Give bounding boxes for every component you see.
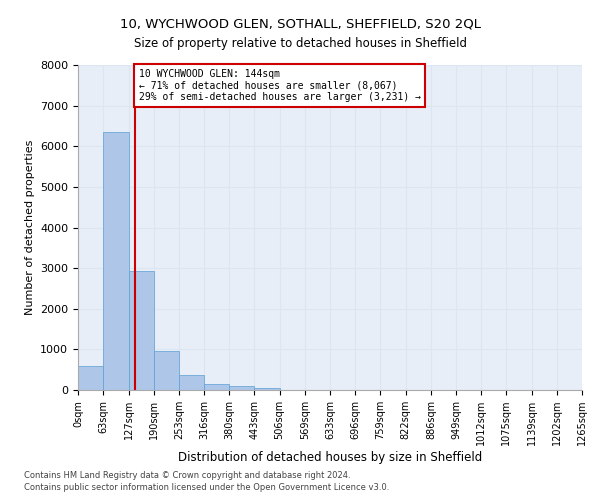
Bar (128, 272, 154, 390)
Text: Contains HM Land Registry data © Crown copyright and database right 2024.: Contains HM Land Registry data © Crown c… (24, 471, 350, 480)
Bar (254, 388, 280, 390)
Bar (103, 132, 128, 390)
Bar (229, 386, 254, 390)
Text: Contains public sector information licensed under the Open Government Licence v3: Contains public sector information licen… (24, 484, 389, 492)
Text: Size of property relative to detached houses in Sheffield: Size of property relative to detached ho… (133, 38, 467, 51)
Bar (179, 376, 204, 390)
Text: 10 WYCHWOOD GLEN: 144sqm
← 71% of detached houses are smaller (8,067)
29% of sem: 10 WYCHWOOD GLEN: 144sqm ← 71% of detach… (139, 69, 421, 102)
Text: 10, WYCHWOOD GLEN, SOTHALL, SHEFFIELD, S20 2QL: 10, WYCHWOOD GLEN, SOTHALL, SHEFFIELD, S… (119, 18, 481, 30)
Y-axis label: Number of detached properties: Number of detached properties (25, 140, 35, 315)
Bar (78, 366, 103, 390)
Bar (204, 384, 229, 390)
Bar (154, 351, 179, 390)
X-axis label: Distribution of detached houses by size in Sheffield: Distribution of detached houses by size … (178, 451, 482, 464)
